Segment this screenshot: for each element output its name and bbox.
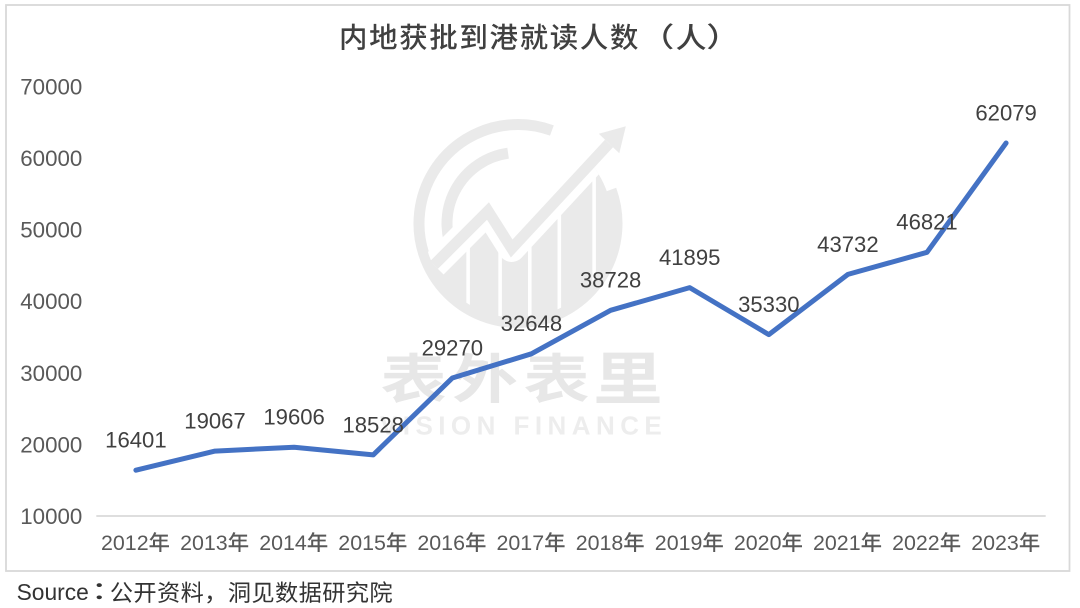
svg-text:50000: 50000	[20, 218, 82, 243]
svg-text:2018: 2018	[576, 531, 624, 555]
svg-text:VISION FINANCE: VISION FINANCE	[380, 410, 667, 440]
svg-text:2014: 2014	[259, 531, 307, 555]
svg-text:2012: 2012	[101, 531, 149, 555]
svg-text:18528: 18528	[342, 412, 403, 437]
svg-text:32648: 32648	[501, 311, 562, 336]
svg-text:2023: 2023	[971, 531, 1019, 555]
svg-text:46821: 46821	[896, 210, 957, 235]
svg-text:19067: 19067	[184, 409, 245, 434]
svg-text:2022: 2022	[892, 531, 940, 555]
svg-text:38728: 38728	[580, 268, 641, 293]
svg-text:Source: Source	[17, 579, 89, 605]
svg-text:2021: 2021	[813, 531, 861, 555]
svg-text:30000: 30000	[20, 361, 82, 386]
svg-text:20000: 20000	[20, 432, 82, 457]
svg-text:70000: 70000	[20, 74, 82, 99]
svg-text:2015: 2015	[338, 531, 386, 555]
svg-text:2017: 2017	[497, 531, 545, 555]
svg-text:2016: 2016	[417, 531, 465, 555]
svg-text:40000: 40000	[20, 289, 82, 314]
svg-text:2020: 2020	[734, 531, 782, 555]
svg-text:43732: 43732	[817, 232, 878, 257]
svg-text:62079: 62079	[975, 100, 1036, 125]
svg-text:60000: 60000	[20, 146, 82, 171]
svg-text:10000: 10000	[20, 504, 82, 529]
svg-text:16401: 16401	[105, 428, 166, 453]
svg-text:2013: 2013	[180, 531, 228, 555]
svg-text:35330: 35330	[738, 292, 799, 317]
svg-text:29270: 29270	[422, 335, 483, 360]
svg-text:41895: 41895	[659, 245, 720, 270]
svg-text:19606: 19606	[263, 405, 324, 430]
svg-text:2019: 2019	[655, 531, 703, 555]
